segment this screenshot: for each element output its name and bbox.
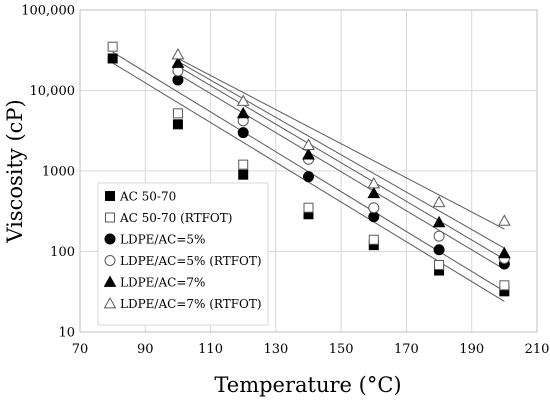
- series-6-point-4: [367, 176, 381, 189]
- series-6-point-2: [236, 94, 250, 106]
- series-4-point-4: [368, 202, 380, 214]
- series-5-point-2: [236, 106, 250, 119]
- legend-marker-3: [104, 233, 116, 245]
- trendline-6: [177, 58, 505, 230]
- series-5-point-4: [367, 186, 381, 199]
- series-5-point-6: [498, 246, 511, 259]
- y-axis-title: Viscosity (cP): [3, 99, 27, 243]
- series-5-point-1: [171, 56, 185, 68]
- x-tick-label-6: 190: [459, 342, 484, 357]
- series-1-point-3: [238, 169, 249, 180]
- y-tick-label-0: 10: [58, 326, 75, 341]
- legend-marker-1: [105, 191, 115, 201]
- x-tick-label-5: 170: [394, 342, 419, 357]
- series-2-point-4: [303, 202, 314, 213]
- series-4-point-5: [433, 230, 445, 242]
- series-3-point-1: [172, 74, 184, 86]
- series-6-point-6: [498, 214, 511, 226]
- series-3-point-5: [433, 244, 445, 256]
- legend-label-3: LDPE/AC=5%: [120, 233, 205, 247]
- legend: AC 50-70 AC 50-70 (RTFOT) LDPE/AC=5% LDPE/A…: [97, 182, 269, 326]
- series-2-point-6: [434, 259, 445, 270]
- x-tick-label-1: 90: [137, 342, 154, 357]
- series-1-point-1: [107, 53, 118, 64]
- series-2-point-2: [172, 108, 183, 119]
- legend-box: [97, 182, 269, 326]
- series-5-point-3: [302, 148, 315, 160]
- series-6: [171, 47, 511, 226]
- legend-label-4: LDPE/AC=5% (RTFOT): [120, 254, 262, 268]
- trendline-5: [177, 60, 505, 249]
- legend-label-2: AC 50-70 (RTFOT): [119, 211, 232, 225]
- x-tick-label-0: 70: [72, 342, 89, 357]
- series-3-point-3: [303, 171, 314, 183]
- series-6-point-5: [432, 195, 446, 208]
- legend-marker-6: [103, 296, 117, 309]
- series-2-point-1: [107, 41, 118, 52]
- y-tick-label-4: 100,000: [21, 4, 75, 19]
- series-3-point-4: [368, 211, 380, 223]
- series-5: [171, 56, 511, 259]
- series-2-point-5: [368, 234, 379, 245]
- legend-marker-4: [104, 255, 116, 266]
- trendline-4: [177, 65, 505, 260]
- x-tick-label-4: 150: [329, 342, 354, 357]
- x-tick-labels: 70 90 110 130 150 170 190 210: [72, 342, 550, 357]
- y-tick-labels: 10 100 1000 10,000 100,000: [21, 4, 75, 341]
- y-tick-label-1: 100: [50, 245, 75, 260]
- series-1-point-2: [172, 119, 183, 130]
- x-tick-label-3: 130: [263, 342, 288, 357]
- x-tick-label-2: 110: [198, 342, 223, 357]
- x-axis-title: Temperature (°C): [214, 373, 401, 397]
- series-2-point-7: [499, 280, 510, 291]
- data-marks: [107, 41, 511, 297]
- series-1: [107, 53, 510, 297]
- trendline-3: [177, 73, 505, 270]
- plot-frame: [79, 9, 538, 333]
- series-2: [107, 41, 510, 291]
- series-6-point-3: [302, 138, 315, 150]
- series-3-point-2: [237, 127, 249, 139]
- legend-label-5: LDPE/AC=7%: [120, 276, 205, 290]
- series-2-point-3: [238, 159, 249, 170]
- series-6-point-1: [171, 47, 185, 60]
- legend-marker-2: [105, 212, 115, 223]
- legend-label-6: LDPE/AC=7% (RTFOT): [120, 297, 262, 311]
- legend-label-1: AC 50-70: [119, 190, 176, 204]
- y-tick-label-3: 10,000: [30, 84, 76, 99]
- series-5-point-5: [432, 215, 446, 228]
- x-tick-label-7: 210: [525, 342, 550, 357]
- legend-marker-5: [103, 275, 117, 287]
- y-tick-label-2: 1000: [42, 165, 75, 180]
